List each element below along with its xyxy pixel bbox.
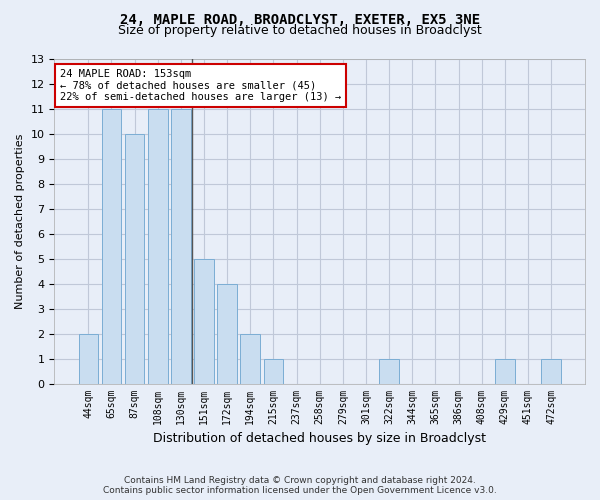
- Bar: [79, 334, 98, 384]
- X-axis label: Distribution of detached houses by size in Broadclyst: Distribution of detached houses by size …: [153, 432, 486, 445]
- Bar: [541, 358, 561, 384]
- Text: 24, MAPLE ROAD, BROADCLYST, EXETER, EX5 3NE: 24, MAPLE ROAD, BROADCLYST, EXETER, EX5 …: [120, 12, 480, 26]
- Bar: [101, 109, 121, 384]
- Text: 24 MAPLE ROAD: 153sqm
← 78% of detached houses are smaller (45)
22% of semi-deta: 24 MAPLE ROAD: 153sqm ← 78% of detached …: [60, 68, 341, 102]
- Text: Contains HM Land Registry data © Crown copyright and database right 2024.
Contai: Contains HM Land Registry data © Crown c…: [103, 476, 497, 495]
- Bar: [217, 284, 237, 384]
- Y-axis label: Number of detached properties: Number of detached properties: [15, 134, 25, 309]
- Bar: [171, 109, 191, 384]
- Bar: [495, 358, 515, 384]
- Bar: [194, 258, 214, 384]
- Bar: [148, 109, 167, 384]
- Text: Size of property relative to detached houses in Broadclyst: Size of property relative to detached ho…: [118, 24, 482, 37]
- Bar: [263, 358, 283, 384]
- Bar: [379, 358, 399, 384]
- Bar: [241, 334, 260, 384]
- Bar: [125, 134, 145, 384]
